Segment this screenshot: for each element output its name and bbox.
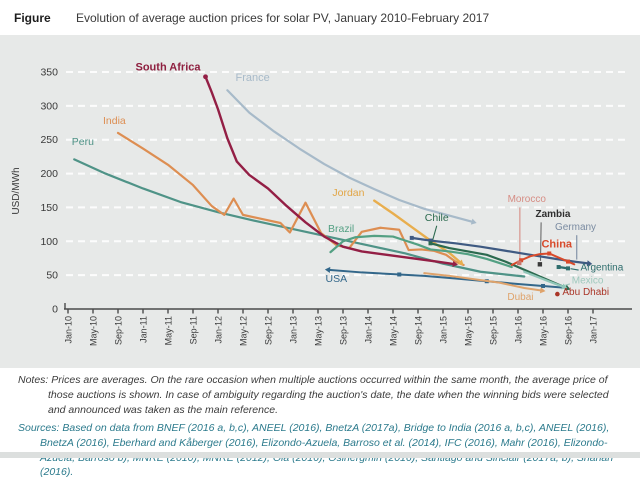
x-tick-label-Sep-16: Sep-16 xyxy=(564,316,574,345)
figure-sources: Sources: Based on data from BNEF (2016 a… xyxy=(18,421,626,480)
y-tick-label-300: 300 xyxy=(40,100,58,112)
series-label-peru: Peru xyxy=(72,136,94,148)
y-tick-label-50: 50 xyxy=(46,270,58,282)
x-tick-label-May-14: May-14 xyxy=(389,316,399,346)
y-tick-label-0: 0 xyxy=(52,304,58,316)
series-label-argentina: Argentina xyxy=(581,262,624,273)
chile-pointer xyxy=(432,226,436,242)
series-label-jordan: Jordan xyxy=(332,187,364,199)
price-evolution-chart: 0 50 100 150 200 250 300 350 USD/MWh Jan-10 May-10… xyxy=(0,35,640,368)
series-label-zambia: Zambia xyxy=(535,209,570,220)
x-tick-label-Jan-14: Jan-14 xyxy=(364,316,374,344)
sources-label: Sources: xyxy=(18,422,59,434)
series-label-france: France xyxy=(236,72,270,84)
chart-panel: 0 50 100 150 200 250 300 350 USD/MWh Jan-10 May-10… xyxy=(0,35,640,368)
x-tick-label-Jan-10: Jan-10 xyxy=(64,316,74,344)
figure-label: Figure xyxy=(14,11,76,25)
series-label-germany: Germany xyxy=(555,222,596,233)
series-label-abu-dhabi: Abu Dhabi xyxy=(562,287,609,298)
series-line-france xyxy=(227,90,474,222)
series-marker-germany xyxy=(410,236,414,240)
notes-text: Prices are averages. On the rare occasio… xyxy=(48,374,609,416)
x-tick-label-May-16: May-16 xyxy=(539,316,549,346)
series-label-india: India xyxy=(103,115,126,127)
x-tick-label-Sep-13: Sep-13 xyxy=(339,316,349,345)
x-tick-label-May-13: May-13 xyxy=(314,316,324,346)
x-tick-label-Jan-17: Jan-17 xyxy=(589,316,599,344)
x-tick-label-Sep-12: Sep-12 xyxy=(264,316,274,345)
x-tick-label-Sep-15: Sep-15 xyxy=(489,316,499,345)
series-label-brazil: Brazil xyxy=(328,223,354,235)
series-marker-chile xyxy=(429,241,433,245)
series-arrow-dubai xyxy=(540,287,546,293)
y-tick-label-250: 250 xyxy=(40,134,58,146)
y-tick-label-150: 150 xyxy=(40,202,58,214)
series-label-china: China xyxy=(541,238,572,250)
series-marker-argentina xyxy=(566,266,570,270)
x-tick-label-May-15: May-15 xyxy=(464,316,474,346)
series-start-dot-south-africa xyxy=(203,74,208,79)
series-marker-usa xyxy=(397,272,401,276)
series-label-south-africa: South Africa xyxy=(136,62,202,74)
x-tick-label-Sep-10: Sep-10 xyxy=(114,316,124,345)
series-marker-china xyxy=(547,251,551,255)
sources-text: Based on data from BNEF (2016 a, b,c), A… xyxy=(40,422,613,479)
x-tick-label-Jan-13: Jan-13 xyxy=(289,316,299,344)
x-tick-label-May-11: May-11 xyxy=(164,316,174,345)
argentina-pointer xyxy=(571,269,579,270)
x-tick-label-Jan-15: Jan-15 xyxy=(439,316,449,344)
y-tick-label-350: 350 xyxy=(40,67,58,79)
series-marker-china xyxy=(566,260,570,264)
series-marker-usa xyxy=(541,284,545,288)
series-label-morocco: Morocco xyxy=(508,194,547,205)
figure-title: Evolution of average auction prices for … xyxy=(76,11,489,25)
point-morocco xyxy=(517,261,521,265)
y-tick-label-200: 200 xyxy=(40,168,58,180)
point-abu-dhabi xyxy=(555,292,560,297)
figure-notes: Notes: Prices are averages. On the rare … xyxy=(18,373,626,418)
series-label-dubai: Dubai xyxy=(507,292,533,303)
series-marker-argentina xyxy=(557,265,561,269)
y-tick-label-100: 100 xyxy=(40,236,58,248)
x-tick-label-May-12: May-12 xyxy=(239,316,249,346)
figure-header: Figure Evolution of average auction pric… xyxy=(0,0,640,35)
series-arrow-france xyxy=(471,219,477,225)
x-tick-label-Jan-16: Jan-16 xyxy=(514,316,524,344)
x-tick-label-Sep-14: Sep-14 xyxy=(414,316,424,345)
x-tick-label-May-10: May-10 xyxy=(89,316,99,346)
y-axis-label: USD/MWh xyxy=(11,167,22,214)
point-zambia xyxy=(538,262,542,266)
notes-label: Notes: xyxy=(18,374,48,386)
x-tick-label-Jan-12: Jan-12 xyxy=(214,316,224,344)
x-tick-label-Sep-11: Sep-11 xyxy=(189,316,199,344)
series-label-mexico: Mexico xyxy=(572,275,604,286)
next-figure-panel-edge xyxy=(0,452,640,458)
series-label-chile: Chile xyxy=(425,212,449,224)
x-tick-label-Jan-11: Jan-11 xyxy=(139,316,149,343)
series-label-usa: USA xyxy=(326,273,348,285)
